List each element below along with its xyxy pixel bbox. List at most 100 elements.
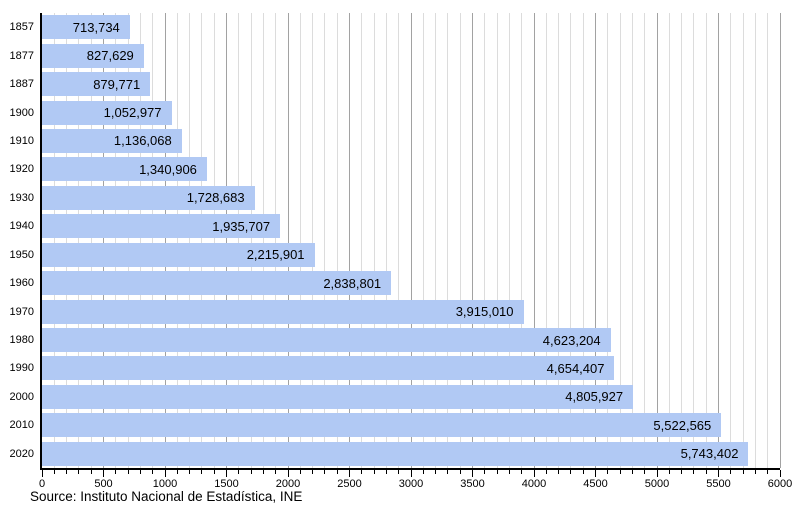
minor-x-tick [508,470,510,474]
y-tick-label-1980: 1980 [9,334,34,347]
major-x-tick [718,470,719,477]
minor-x-tick [176,470,178,474]
minor-gridline [545,13,547,468]
minor-x-tick [767,470,769,474]
minor-gridline [238,13,240,468]
minor-gridline [693,13,695,468]
y-tick-label-1990: 1990 [9,362,34,375]
major-x-tick [349,470,350,477]
minor-gridline [336,13,338,468]
minor-x-tick [201,470,203,474]
minor-x-tick [398,470,400,474]
bar-1980: 4,623,204 [42,328,611,353]
minor-gridline [90,13,92,468]
minor-x-tick [66,470,68,474]
minor-gridline [299,13,301,468]
minor-x-tick [373,470,375,474]
major-x-tick [472,470,473,477]
y-tick-label-1940: 1940 [9,220,34,233]
minor-gridline [127,13,129,468]
minor-gridline [582,13,584,468]
minor-x-tick [484,470,486,474]
y-tick-label-2000: 2000 [9,390,34,403]
minor-x-tick [213,470,215,474]
x-tick-label-500: 500 [94,478,113,490]
y-tick-label-1910: 1910 [9,134,34,147]
minor-x-tick [582,470,584,474]
minor-gridline [398,13,400,468]
bar-value-label: 879,771 [93,76,141,92]
minor-x-tick [693,470,695,474]
bar-1910: 1,136,068 [42,128,182,153]
minor-gridline [176,13,178,468]
major-x-tick [287,470,289,477]
major-x-tick [410,470,412,477]
x-tick-label-1500: 1500 [214,478,239,490]
minor-x-tick [459,470,461,474]
minor-gridline [558,13,560,468]
minor-x-tick [422,470,424,474]
major-x-tick [533,470,535,477]
bar-value-label: 1,136,068 [113,133,172,149]
bar-value-label: 5,743,402 [680,446,739,462]
minor-x-tick [521,470,523,474]
minor-gridline [644,13,646,468]
major-gridline [472,13,473,468]
minor-x-tick [90,470,92,474]
major-x-tick [656,470,658,477]
minor-x-tick [705,470,707,474]
y-tick-label-1900: 1900 [9,106,34,119]
x-tick-label-4500: 4500 [583,478,608,490]
x-tick-label-5000: 5000 [644,478,670,490]
minor-x-tick [447,470,449,474]
minor-gridline [668,13,670,468]
minor-gridline [53,13,55,468]
minor-gridline [312,13,314,468]
major-gridline [779,13,781,468]
minor-x-tick [631,470,633,474]
major-gridline [595,13,596,468]
x-tick-label-2500: 2500 [337,478,362,490]
minor-x-tick [570,470,572,474]
major-gridline [103,13,104,468]
minor-gridline [250,13,252,468]
major-gridline [164,13,166,468]
x-tick-label-1000: 1000 [152,478,178,490]
bar-2010: 5,522,565 [42,413,722,438]
minor-gridline [570,13,572,468]
major-gridline [349,13,350,468]
bar-1900: 1,052,977 [42,100,172,125]
bar-value-label: 2,215,901 [246,247,305,263]
y-tick-label-1970: 1970 [9,305,34,318]
bar-value-label: 1,052,977 [103,105,162,121]
minor-x-tick [545,470,547,474]
minor-gridline [385,13,387,468]
major-gridline [656,13,658,468]
bar-2000: 4,805,927 [42,384,634,409]
minor-gridline [324,13,326,468]
bar-value-label: 4,623,204 [542,332,601,348]
minor-x-tick [275,470,277,474]
minor-x-tick [53,470,55,474]
minor-x-tick [435,470,437,474]
bar-value-label: 4,654,407 [546,360,605,376]
minor-x-tick [115,470,117,474]
x-tick-label-5500: 5500 [706,478,731,490]
bar-1920: 1,340,906 [42,157,207,182]
major-x-tick [164,470,166,477]
minor-gridline [275,13,277,468]
bar-2020: 5,743,402 [42,441,749,466]
minor-x-tick [139,470,141,474]
major-gridline [533,13,535,468]
minor-gridline [139,13,141,468]
bar-1970: 3,915,010 [42,299,524,324]
minor-x-tick [607,470,609,474]
bar-value-label: 713,734 [72,19,120,35]
plot-area: 713,734 827,629 879,771 1,052,977 1,136,068 1… [40,13,781,470]
minor-x-tick [152,470,154,474]
bar-value-label: 1,340,906 [139,161,197,177]
minor-gridline [742,13,744,468]
bar-value-label: 827,629 [86,48,134,64]
x-tick-label-3000: 3000 [398,478,424,490]
